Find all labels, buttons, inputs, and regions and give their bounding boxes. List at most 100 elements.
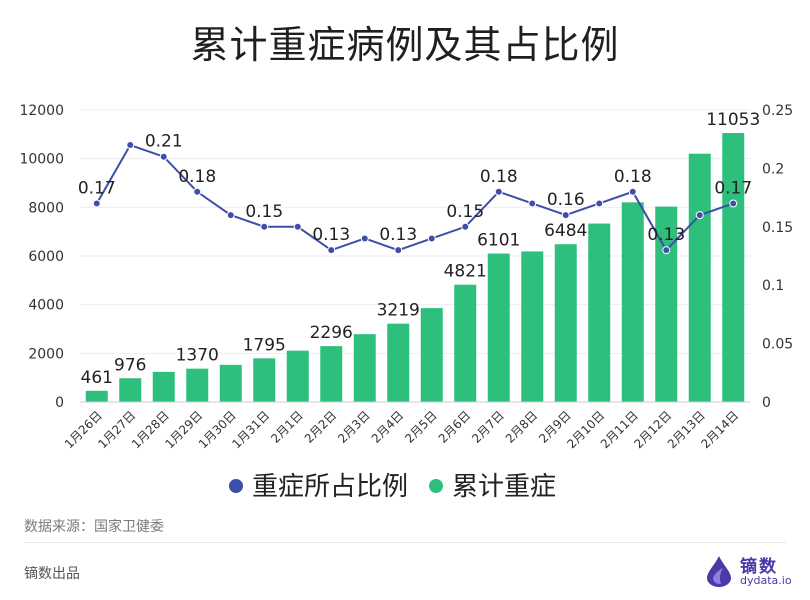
line-data-label: 0.18 — [178, 167, 216, 187]
line-data-label: 0.17 — [714, 178, 752, 198]
y-left-tick-label: 4000 — [28, 298, 64, 314]
bar — [588, 223, 611, 402]
bar — [253, 358, 276, 402]
ratio-point — [494, 187, 503, 196]
bar-data-label: 1370 — [176, 346, 219, 366]
bar-data-label: 461 — [81, 368, 113, 388]
ratio-point — [695, 211, 704, 220]
bar-data-label: 2296 — [310, 323, 353, 343]
y-right-tick-label: 0.15 — [762, 220, 793, 236]
bar — [152, 371, 175, 402]
ratio-point — [293, 222, 302, 231]
bar — [85, 390, 108, 402]
y-left-tick-label: 10000 — [19, 152, 64, 168]
bar — [554, 244, 577, 402]
y-left-tick-label: 2000 — [28, 346, 64, 362]
line-data-label: 0.13 — [379, 225, 417, 245]
ratio-point — [159, 152, 168, 161]
legend-marker — [229, 479, 243, 493]
ratio-point — [427, 234, 436, 243]
ratio-point — [327, 246, 336, 255]
ratio-point — [226, 211, 235, 220]
ratio-point — [92, 199, 101, 208]
ratio-point — [360, 234, 369, 243]
x-tick-label: 2月2日 — [302, 408, 340, 446]
bar — [286, 350, 309, 402]
ratio-point — [528, 199, 537, 208]
data-source-note: 数据来源：国家卫健委 — [24, 519, 164, 535]
chart-title: 累计重症病例及其占比例 — [190, 23, 620, 67]
brand-logo: 镝数 dydata.io — [704, 550, 794, 594]
line-data-label: 0.18 — [480, 167, 518, 187]
ratio-point — [595, 199, 604, 208]
x-tick-label: 2月7日 — [469, 408, 507, 446]
x-tick-label: 1月31日 — [229, 408, 272, 451]
bar-data-label: 6484 — [544, 221, 587, 241]
y-right-tick-label: 0.25 — [762, 103, 793, 119]
line-data-label: 0.18 — [614, 167, 652, 187]
bar — [655, 206, 678, 402]
y-right-tick-label: 0.2 — [762, 161, 784, 177]
bar-series — [85, 133, 745, 402]
line-data-label: 0.15 — [245, 202, 283, 222]
ratio-point — [394, 246, 403, 255]
bar — [621, 202, 644, 402]
bar-data-label: 3219 — [377, 301, 420, 321]
line-data-label: 0.15 — [446, 202, 484, 222]
ratio-point — [561, 211, 570, 220]
x-tick-label: 2月1日 — [268, 408, 306, 446]
x-tick-label: 2月14日 — [698, 408, 741, 451]
x-tick-label: 2月4日 — [369, 408, 407, 446]
legend-label: 累计重症 — [452, 472, 556, 502]
y-axis-right: 0 0.05 0.1 0.15 0.2 0.25 — [762, 103, 793, 411]
line-labels: 0.17 0.21 0.18 0.15 0.13 0.13 0.15 0.18 0.16 0.18… — [78, 132, 752, 245]
ratio-point — [662, 246, 671, 255]
legend-label: 重症所占比例 — [252, 472, 408, 502]
line-data-label: 0.21 — [145, 132, 183, 152]
bar — [186, 368, 209, 402]
y-left-tick-label: 6000 — [28, 249, 64, 265]
brand-credit: 镝数出品 — [24, 566, 80, 582]
logo-name: 镝数 — [740, 557, 778, 577]
y-left-tick-label: 8000 — [28, 200, 64, 216]
y-left-tick-label: 0 — [55, 395, 64, 411]
legend[interactable]: 重症所占比例 累计重症 — [229, 472, 556, 502]
bar — [487, 253, 510, 402]
line-data-label: 0.13 — [312, 225, 350, 245]
legend-marker — [429, 479, 443, 493]
bar-data-label: 4821 — [444, 262, 487, 282]
bar — [387, 323, 410, 402]
bar — [521, 251, 544, 402]
bar — [219, 364, 242, 402]
ratio-point — [729, 199, 738, 208]
bar — [454, 284, 477, 402]
x-tick-label: 2月3日 — [335, 408, 373, 446]
ratio-point — [260, 222, 269, 231]
ratio-line — [95, 143, 734, 252]
bar — [688, 153, 711, 402]
y-axis-left: 0 2000 4000 6000 8000 10000 12000 — [19, 103, 64, 411]
bar-data-label: 1795 — [243, 335, 286, 355]
bar-data-label: 976 — [114, 355, 146, 375]
bar-data-label: 11053 — [706, 110, 760, 130]
line-data-label: 0.16 — [547, 190, 585, 210]
x-tick-label: 2月8日 — [503, 408, 541, 446]
bar-data-label: 6101 — [477, 231, 520, 251]
x-tick-label: 2月6日 — [436, 408, 474, 446]
footer-divider — [24, 542, 786, 543]
y-right-tick-label: 0.1 — [762, 278, 784, 294]
logo-domain: dydata.io — [740, 574, 792, 587]
x-tick-label: 2月5日 — [402, 408, 440, 446]
bar — [353, 334, 376, 402]
line-data-label: 0.17 — [78, 178, 116, 198]
ratio-point — [126, 141, 135, 150]
y-right-tick-label: 0.05 — [762, 337, 793, 353]
bar — [722, 133, 745, 402]
line-series — [92, 141, 738, 255]
x-axis: 1月26日1月27日1月28日1月29日1月30日1月31日2月1日2月2日2月… — [62, 401, 750, 451]
ratio-point — [461, 222, 470, 231]
ratio-point — [628, 187, 637, 196]
y-right-tick-label: 0 — [762, 395, 771, 411]
